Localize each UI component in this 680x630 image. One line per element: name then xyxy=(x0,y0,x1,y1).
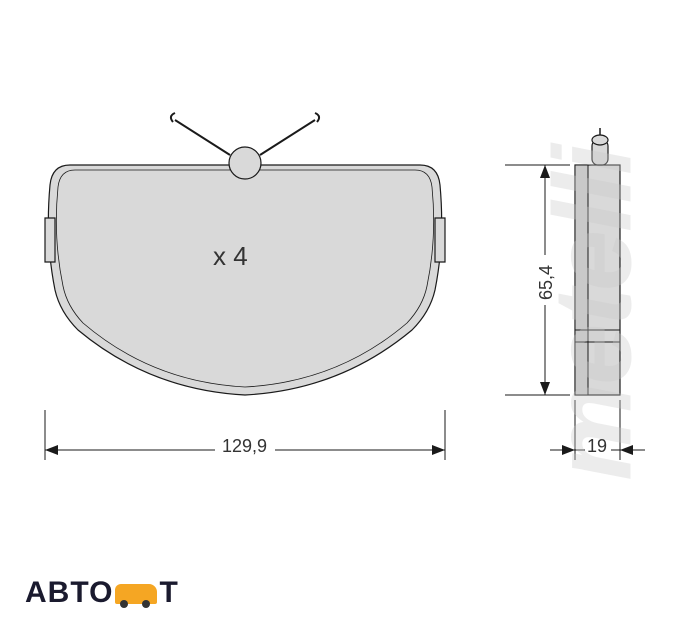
logo-suffix: T xyxy=(159,576,178,609)
logo: ABTO T xyxy=(25,576,179,610)
side-view xyxy=(575,128,620,395)
car-icon xyxy=(115,584,157,604)
front-view: x 4 xyxy=(45,113,445,395)
width-value: 129,9 xyxy=(222,436,267,456)
thickness-value: 19 xyxy=(587,436,607,456)
height-value: 65,4 xyxy=(536,265,556,300)
width-dimension: 129,9 xyxy=(45,410,445,460)
quantity-label: x 4 xyxy=(213,241,248,271)
technical-drawing: x 4 129,9 19 xyxy=(0,0,680,630)
height-dimension: 65,4 xyxy=(505,165,570,395)
thickness-dimension: 19 xyxy=(550,400,645,460)
logo-prefix: ABTO xyxy=(25,576,113,609)
